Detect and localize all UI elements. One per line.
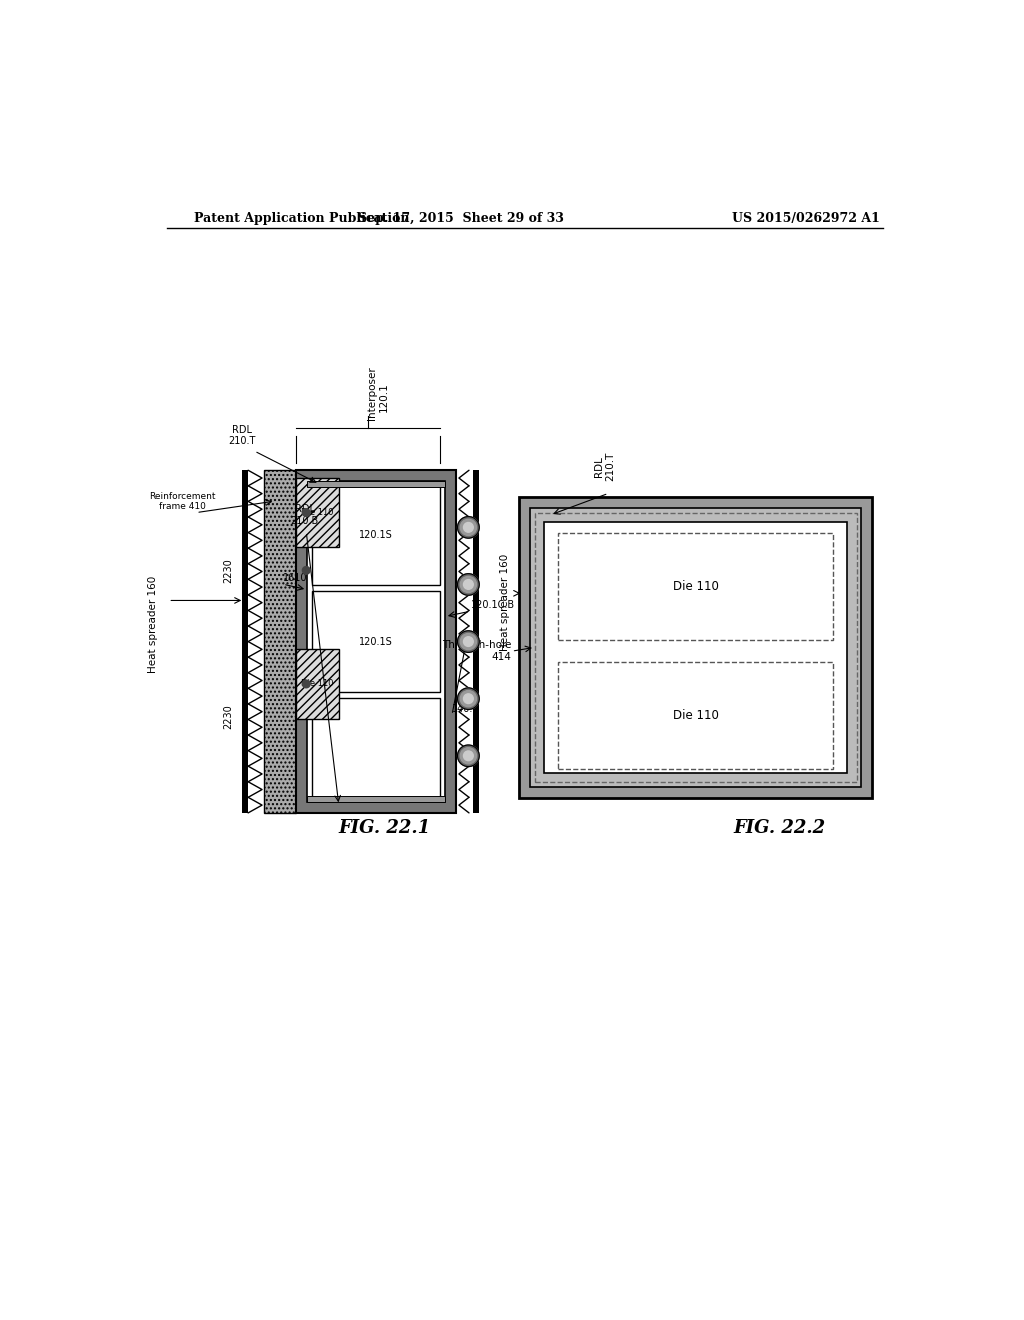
Text: Through-hole
414: Through-hole 414 [442, 640, 512, 663]
Circle shape [464, 523, 473, 532]
Bar [558, 533, 834, 640]
Circle shape [302, 566, 310, 574]
Bar [544, 521, 847, 774]
Bar [296, 470, 456, 813]
Text: RDL
210.T: RDL 210.T [228, 425, 256, 446]
Text: 2230: 2230 [224, 558, 233, 582]
Text: FIG. 22.1: FIG. 22.1 [338, 820, 430, 837]
Circle shape [458, 688, 479, 709]
Text: Die 110: Die 110 [673, 709, 719, 722]
Text: Heat spreader 160: Heat spreader 160 [147, 576, 158, 673]
Circle shape [460, 519, 476, 536]
Circle shape [460, 634, 476, 649]
Circle shape [460, 747, 476, 764]
Bar [296, 649, 339, 718]
Bar [307, 480, 445, 487]
Text: Die 110: Die 110 [301, 508, 334, 517]
Circle shape [302, 508, 310, 516]
Bar [311, 591, 440, 692]
Text: US 2015/0262972 A1: US 2015/0262972 A1 [732, 213, 881, 224]
Bar [473, 470, 479, 813]
Circle shape [302, 680, 310, 688]
Bar [263, 470, 296, 813]
Bar [296, 478, 339, 548]
Bar [558, 663, 834, 770]
Text: Sep. 17, 2015  Sheet 29 of 33: Sep. 17, 2015 Sheet 29 of 33 [358, 213, 564, 224]
Text: RDL
210.B: RDL 210.B [291, 504, 318, 525]
Text: 120.1: 120.1 [379, 383, 389, 412]
Circle shape [458, 516, 479, 539]
Bar [535, 512, 856, 781]
Bar [311, 484, 440, 585]
Bar [307, 480, 445, 803]
Bar [311, 698, 440, 799]
Circle shape [458, 744, 479, 767]
Circle shape [464, 636, 473, 647]
Text: Die 110: Die 110 [673, 581, 719, 594]
Text: Heat spreader 160: Heat spreader 160 [501, 553, 510, 651]
Text: 120.1C.B: 120.1C.B [471, 601, 515, 610]
Text: Reinforcement
frame 410: Reinforcement frame 410 [150, 492, 215, 511]
Circle shape [460, 690, 476, 706]
Circle shape [464, 751, 473, 760]
Bar [307, 796, 445, 803]
Circle shape [460, 577, 476, 593]
Text: 2230: 2230 [224, 705, 233, 730]
Circle shape [458, 574, 479, 595]
Circle shape [458, 631, 479, 652]
Circle shape [464, 579, 473, 589]
Text: Die 110: Die 110 [301, 680, 334, 689]
Text: Patent Application Publication: Patent Application Publication [194, 213, 410, 224]
Text: Interposer: Interposer [368, 367, 377, 420]
Text: FIG. 22.2: FIG. 22.2 [733, 820, 825, 837]
Text: 120.1S: 120.1S [359, 529, 393, 540]
Text: 120.1S: 120.1S [359, 636, 393, 647]
Bar [519, 498, 872, 797]
Text: RDL
210.T: RDL 210.T [594, 451, 615, 480]
Text: 140.2: 140.2 [452, 704, 479, 714]
Text: 1610: 1610 [283, 573, 307, 583]
Circle shape [464, 694, 473, 704]
Bar [242, 470, 248, 813]
Bar [530, 508, 861, 787]
